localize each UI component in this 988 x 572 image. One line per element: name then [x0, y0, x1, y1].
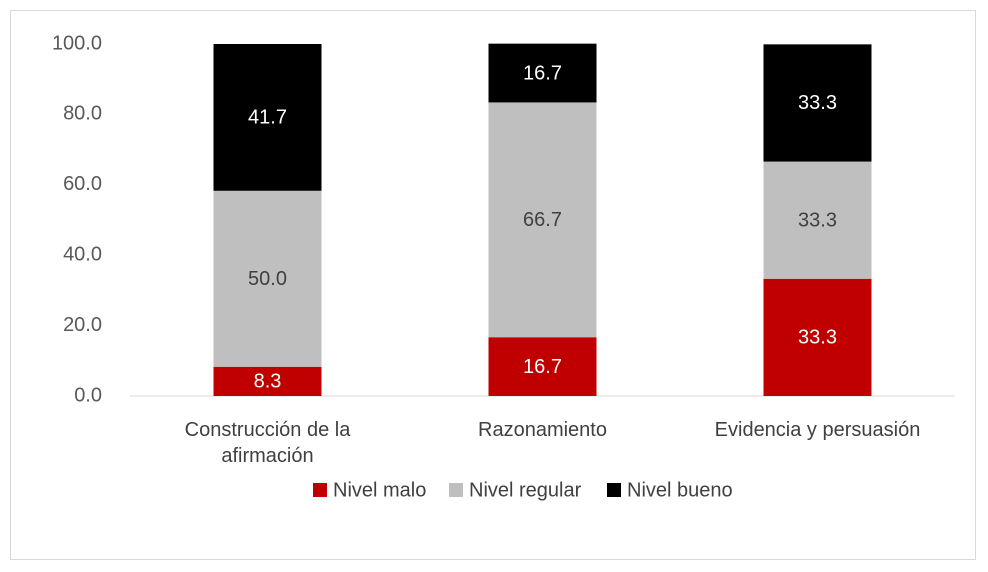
chart-border [10, 10, 976, 560]
legend-label: Nivel bueno [627, 479, 733, 501]
data-label: 66.7 [523, 209, 562, 231]
y-tick-label: 0.0 [74, 384, 102, 406]
data-label: 33.3 [798, 92, 837, 114]
data-label: 33.3 [798, 209, 837, 231]
legend-label: Nivel regular [469, 479, 582, 501]
legend-swatch [313, 483, 327, 497]
bar-segment [488, 43, 597, 103]
legend-swatch [607, 483, 621, 497]
bar-segment [213, 44, 322, 191]
data-label: 16.7 [523, 356, 562, 378]
bar-segment [213, 366, 322, 396]
data-label: 50.0 [248, 268, 287, 290]
data-label: 41.7 [248, 107, 287, 129]
y-tick-label: 20.0 [63, 314, 102, 336]
bar-segment [213, 190, 322, 367]
x-tick-label: Razonamiento [478, 419, 607, 441]
y-tick-label: 100.0 [52, 32, 102, 54]
data-label: 16.7 [523, 62, 562, 84]
y-tick-label: 40.0 [63, 243, 102, 265]
bar-segment [488, 337, 597, 396]
x-tick-label: Construcción de la afirmación [184, 419, 351, 467]
bar-segment [488, 102, 597, 338]
y-tick-label: 60.0 [63, 173, 102, 195]
data-label: 33.3 [798, 327, 837, 349]
x-tick-label: Evidencia y persuasión [714, 419, 921, 441]
bar-segment [763, 161, 872, 279]
data-label: 8.3 [254, 371, 282, 393]
legend-label: Nivel malo [333, 479, 426, 501]
y-tick-label: 80.0 [63, 103, 102, 125]
legend-swatch [449, 483, 463, 497]
bar-segment [763, 44, 872, 162]
bar-segment [763, 278, 872, 396]
